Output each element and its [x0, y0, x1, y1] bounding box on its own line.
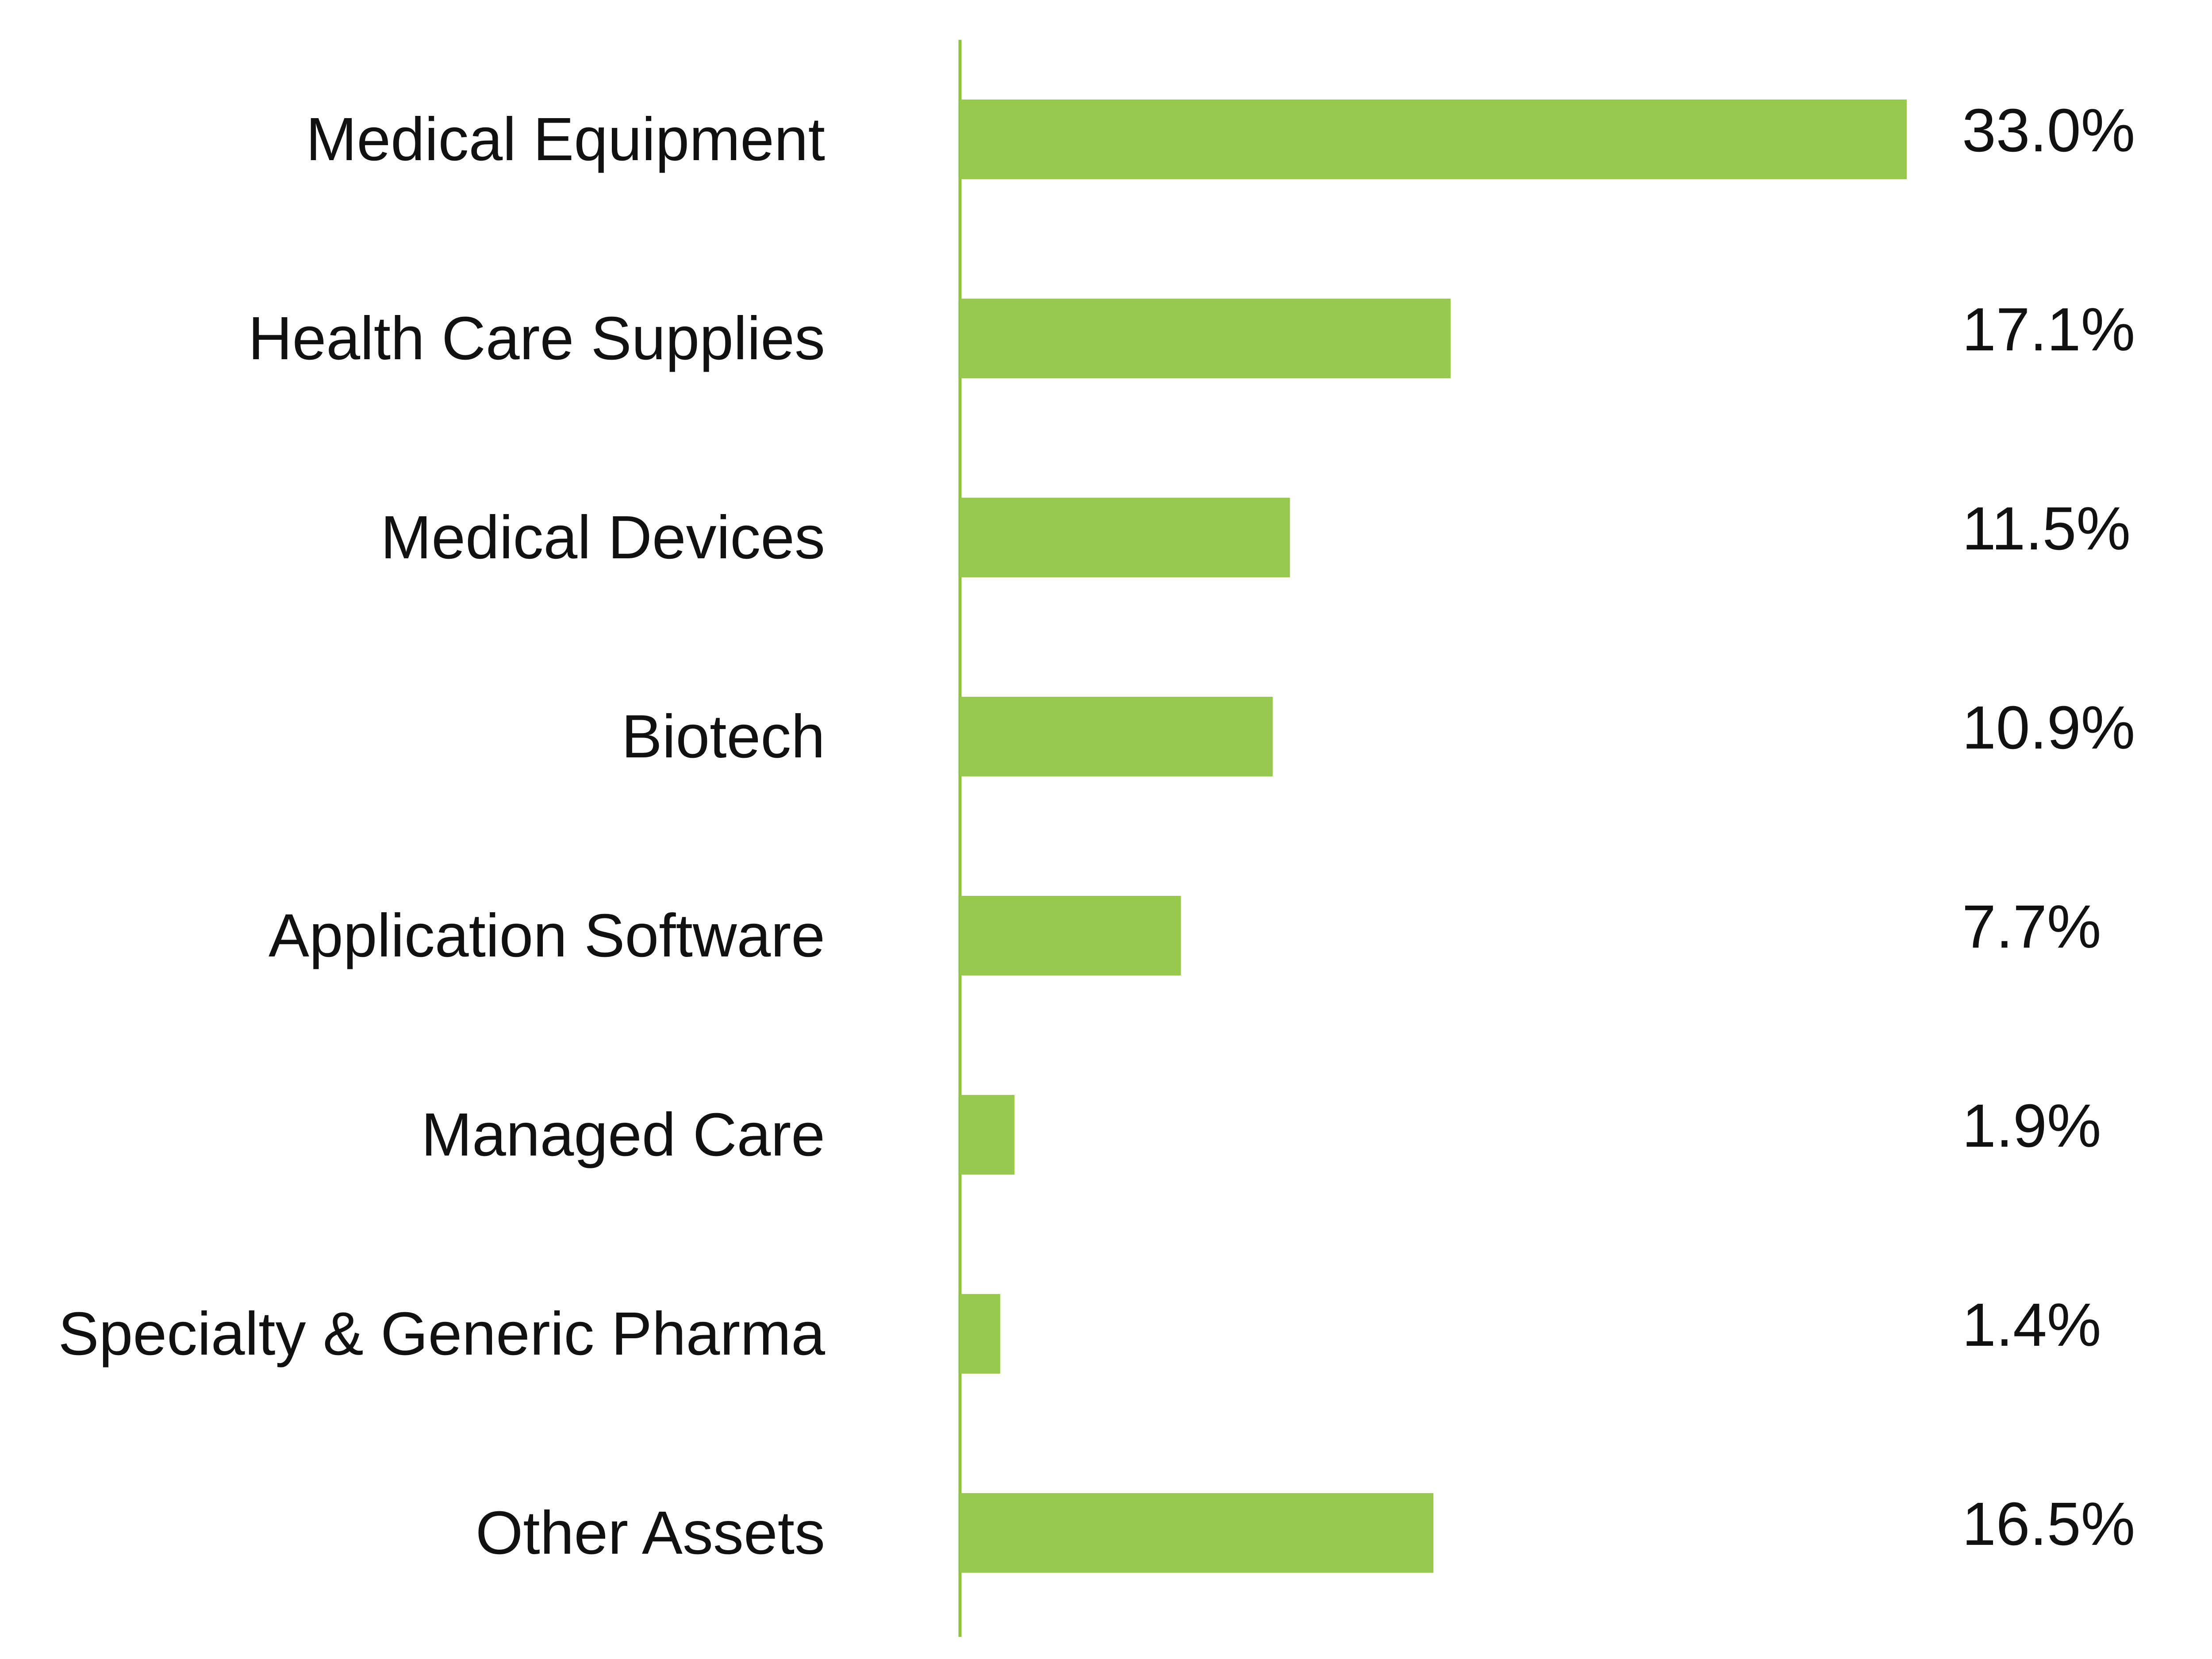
category-label-1: Health Care Supplies — [248, 304, 825, 373]
bar-1 — [960, 299, 1451, 378]
category-label-0: Medical Equipment — [306, 105, 825, 173]
bar-2 — [960, 498, 1290, 577]
bar-4 — [960, 896, 1181, 975]
category-label-2: Medical Devices — [380, 503, 825, 572]
bar-6 — [960, 1294, 1000, 1374]
value-label-5: 1.9% — [1962, 1092, 2101, 1160]
category-label-5: Managed Care — [421, 1101, 825, 1169]
value-label-7: 16.5% — [1962, 1490, 2135, 1558]
value-label-0: 33.0% — [1962, 96, 2135, 165]
category-label-6: Specialty & Generic Pharma — [58, 1300, 826, 1368]
category-label-3: Biotech — [622, 703, 825, 771]
value-label-4: 7.7% — [1962, 893, 2101, 961]
category-label-4: Application Software — [269, 902, 825, 970]
bar-3 — [960, 697, 1273, 776]
value-label-2: 11.5% — [1962, 495, 2131, 563]
bar-7 — [960, 1493, 1433, 1573]
bar-5 — [960, 1095, 1015, 1175]
value-label-1: 17.1% — [1962, 296, 2135, 364]
value-label-6: 1.4% — [1962, 1291, 2101, 1359]
value-label-3: 10.9% — [1962, 694, 2135, 762]
bar-0 — [960, 100, 1907, 179]
category-label-7: Other Assets — [476, 1499, 825, 1567]
